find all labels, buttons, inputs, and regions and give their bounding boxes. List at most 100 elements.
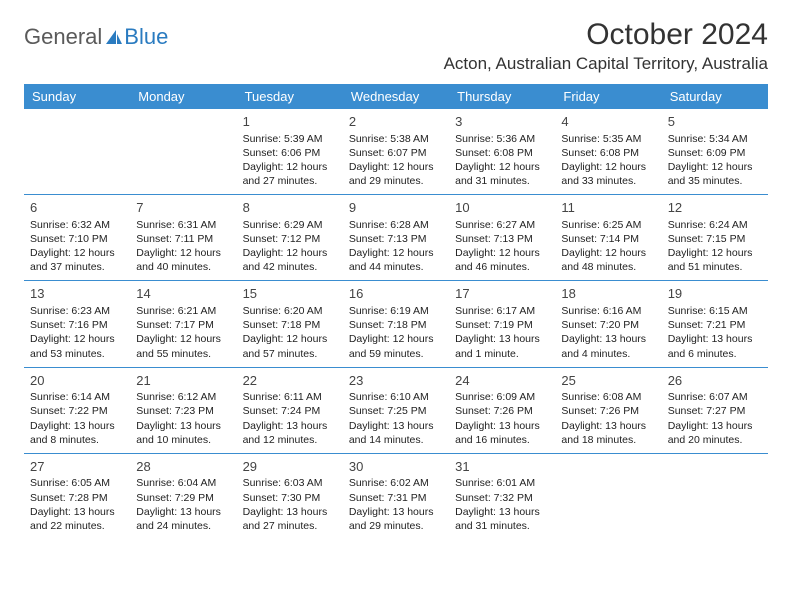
calendar-empty-cell	[662, 453, 768, 539]
sunset-text: Sunset: 7:17 PM	[136, 318, 230, 332]
sunrise-text: Sunrise: 6:03 AM	[243, 476, 337, 490]
daylight-text: and 27 minutes.	[243, 519, 337, 533]
calendar-day-cell: 24Sunrise: 6:09 AMSunset: 7:26 PMDayligh…	[449, 367, 555, 453]
sunset-text: Sunset: 7:27 PM	[668, 404, 762, 418]
day-number: 28	[136, 458, 230, 476]
day-number: 11	[561, 199, 655, 217]
calendar-day-cell: 3Sunrise: 5:36 AMSunset: 6:08 PMDaylight…	[449, 109, 555, 195]
daylight-text: Daylight: 12 hours	[349, 160, 443, 174]
sunset-text: Sunset: 7:24 PM	[243, 404, 337, 418]
daylight-text: Daylight: 13 hours	[668, 419, 762, 433]
daylight-text: and 42 minutes.	[243, 260, 337, 274]
daylight-text: Daylight: 12 hours	[668, 160, 762, 174]
daylight-text: and 24 minutes.	[136, 519, 230, 533]
calendar-week-row: 20Sunrise: 6:14 AMSunset: 7:22 PMDayligh…	[24, 367, 768, 453]
sunset-text: Sunset: 7:28 PM	[30, 491, 124, 505]
day-number: 3	[455, 113, 549, 131]
sunset-text: Sunset: 7:18 PM	[349, 318, 443, 332]
sunset-text: Sunset: 7:16 PM	[30, 318, 124, 332]
sunset-text: Sunset: 6:06 PM	[243, 146, 337, 160]
daylight-text: and 4 minutes.	[561, 347, 655, 361]
day-number: 21	[136, 372, 230, 390]
day-number: 1	[243, 113, 337, 131]
day-number: 25	[561, 372, 655, 390]
day-header: Monday	[130, 84, 236, 109]
sunset-text: Sunset: 7:26 PM	[455, 404, 549, 418]
sunrise-text: Sunrise: 6:19 AM	[349, 304, 443, 318]
day-number: 15	[243, 285, 337, 303]
day-header: Saturday	[662, 84, 768, 109]
logo-sail-icon	[104, 28, 124, 46]
day-number: 6	[30, 199, 124, 217]
calendar-week-row: 27Sunrise: 6:05 AMSunset: 7:28 PMDayligh…	[24, 453, 768, 539]
daylight-text: Daylight: 12 hours	[243, 246, 337, 260]
sunrise-text: Sunrise: 6:07 AM	[668, 390, 762, 404]
daylight-text: and 12 minutes.	[243, 433, 337, 447]
calendar-day-cell: 11Sunrise: 6:25 AMSunset: 7:14 PMDayligh…	[555, 195, 661, 281]
sunrise-text: Sunrise: 6:28 AM	[349, 218, 443, 232]
calendar-empty-cell	[24, 109, 130, 195]
sunrise-text: Sunrise: 6:14 AM	[30, 390, 124, 404]
daylight-text: Daylight: 12 hours	[561, 246, 655, 260]
daylight-text: Daylight: 12 hours	[30, 246, 124, 260]
daylight-text: and 53 minutes.	[30, 347, 124, 361]
sunrise-text: Sunrise: 6:08 AM	[561, 390, 655, 404]
calendar-day-cell: 6Sunrise: 6:32 AMSunset: 7:10 PMDaylight…	[24, 195, 130, 281]
day-number: 10	[455, 199, 549, 217]
daylight-text: Daylight: 13 hours	[561, 332, 655, 346]
logo-text-general: General	[24, 24, 102, 50]
daylight-text: Daylight: 12 hours	[136, 246, 230, 260]
day-header: Thursday	[449, 84, 555, 109]
daylight-text: Daylight: 13 hours	[668, 332, 762, 346]
calendar-empty-cell	[130, 109, 236, 195]
daylight-text: and 35 minutes.	[668, 174, 762, 188]
sunset-text: Sunset: 6:09 PM	[668, 146, 762, 160]
calendar-day-cell: 18Sunrise: 6:16 AMSunset: 7:20 PMDayligh…	[555, 281, 661, 367]
sunrise-text: Sunrise: 6:32 AM	[30, 218, 124, 232]
day-number: 22	[243, 372, 337, 390]
sunrise-text: Sunrise: 6:01 AM	[455, 476, 549, 490]
daylight-text: and 27 minutes.	[243, 174, 337, 188]
sunset-text: Sunset: 7:32 PM	[455, 491, 549, 505]
sunset-text: Sunset: 6:07 PM	[349, 146, 443, 160]
calendar-week-row: 6Sunrise: 6:32 AMSunset: 7:10 PMDaylight…	[24, 195, 768, 281]
calendar-week-row: 1Sunrise: 5:39 AMSunset: 6:06 PMDaylight…	[24, 109, 768, 195]
sunset-text: Sunset: 7:13 PM	[455, 232, 549, 246]
calendar-day-cell: 27Sunrise: 6:05 AMSunset: 7:28 PMDayligh…	[24, 453, 130, 539]
sunset-text: Sunset: 7:20 PM	[561, 318, 655, 332]
sunrise-text: Sunrise: 6:09 AM	[455, 390, 549, 404]
daylight-text: Daylight: 12 hours	[30, 332, 124, 346]
daylight-text: Daylight: 12 hours	[455, 160, 549, 174]
daylight-text: Daylight: 12 hours	[668, 246, 762, 260]
daylight-text: and 46 minutes.	[455, 260, 549, 274]
calendar-day-cell: 14Sunrise: 6:21 AMSunset: 7:17 PMDayligh…	[130, 281, 236, 367]
logo: General Blue	[24, 18, 168, 50]
calendar-day-cell: 7Sunrise: 6:31 AMSunset: 7:11 PMDaylight…	[130, 195, 236, 281]
day-number: 30	[349, 458, 443, 476]
calendar-day-cell: 23Sunrise: 6:10 AMSunset: 7:25 PMDayligh…	[343, 367, 449, 453]
daylight-text: Daylight: 12 hours	[136, 332, 230, 346]
sunrise-text: Sunrise: 6:16 AM	[561, 304, 655, 318]
day-header-row: SundayMondayTuesdayWednesdayThursdayFrid…	[24, 84, 768, 109]
daylight-text: Daylight: 12 hours	[455, 246, 549, 260]
calendar-day-cell: 16Sunrise: 6:19 AMSunset: 7:18 PMDayligh…	[343, 281, 449, 367]
day-number: 16	[349, 285, 443, 303]
sunset-text: Sunset: 7:22 PM	[30, 404, 124, 418]
page-title: October 2024	[444, 18, 768, 52]
sunset-text: Sunset: 7:19 PM	[455, 318, 549, 332]
day-number: 31	[455, 458, 549, 476]
daylight-text: and 51 minutes.	[668, 260, 762, 274]
calendar-empty-cell	[555, 453, 661, 539]
daylight-text: Daylight: 13 hours	[243, 505, 337, 519]
sunrise-text: Sunrise: 6:21 AM	[136, 304, 230, 318]
day-number: 27	[30, 458, 124, 476]
day-number: 18	[561, 285, 655, 303]
sunrise-text: Sunrise: 5:38 AM	[349, 132, 443, 146]
day-number: 2	[349, 113, 443, 131]
calendar-day-cell: 17Sunrise: 6:17 AMSunset: 7:19 PMDayligh…	[449, 281, 555, 367]
day-header: Wednesday	[343, 84, 449, 109]
daylight-text: and 33 minutes.	[561, 174, 655, 188]
daylight-text: Daylight: 13 hours	[136, 505, 230, 519]
calendar-day-cell: 20Sunrise: 6:14 AMSunset: 7:22 PMDayligh…	[24, 367, 130, 453]
sunset-text: Sunset: 7:12 PM	[243, 232, 337, 246]
